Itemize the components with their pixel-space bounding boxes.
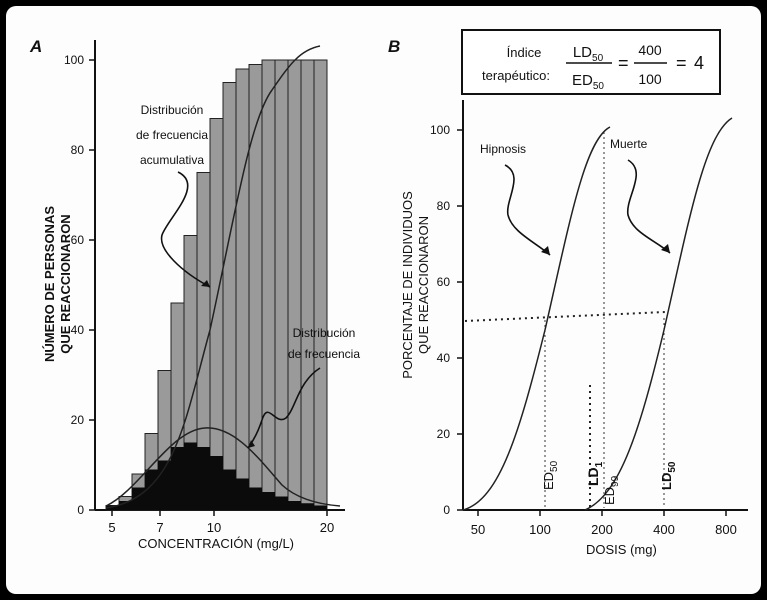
frequency-bar (288, 501, 301, 510)
panel-a-x-ticks: 5 7 10 20 (108, 510, 334, 535)
panel-a-y-label: NÚMERO DE PERSONASQUE REACCIONARON (42, 206, 73, 362)
y-tick-label: 20 (437, 427, 451, 441)
y-tick-label: 100 (430, 123, 450, 137)
y-tick-label: 60 (437, 275, 451, 289)
arrow-frequency (247, 367, 321, 449)
arrow-hipnosis (504, 164, 551, 256)
curve-muerte (584, 117, 733, 511)
panel-b-y-ticks: 0 20 40 60 80 100 (430, 123, 463, 517)
x-tick-label: 5 (108, 520, 115, 535)
frequency-bar (275, 496, 288, 510)
formula-equals-2: = (676, 53, 687, 73)
annotation-frequency: Distribución de frecuencia (288, 326, 360, 361)
y-tick-label: 20 (71, 413, 85, 427)
arrowhead-hipnosis (541, 246, 550, 255)
frequency-bar (236, 478, 249, 510)
frequency-bar (171, 447, 184, 510)
panel-b-letter: B (388, 37, 400, 56)
panel-b-y-label: PORCENTAJE DE INDIVIDUOSQUE REACCIONARON (400, 191, 431, 379)
panel-a-x-label: CONCENTRACIÓN (mg/L) (138, 536, 294, 551)
formula-label-line1: Índice (507, 45, 542, 60)
panel-a-bars (105, 59, 328, 511)
curve-hipnosis (462, 126, 611, 511)
y-tick-label: 100 (64, 53, 84, 67)
y-tick-label: 0 (443, 503, 450, 517)
y-tick-label: 40 (437, 351, 451, 365)
frequency-bar (314, 505, 327, 510)
formula-denominator: ED50 (572, 72, 604, 92)
arrow-muerte (627, 159, 671, 254)
ld50-label: LD50 (659, 461, 678, 490)
ld1-label: LD1 (585, 461, 605, 486)
frequency-bar (184, 442, 197, 510)
arrowhead-frequency (248, 440, 255, 448)
y-tick-label: 40 (71, 323, 85, 337)
x-tick-label: 400 (653, 522, 675, 537)
frequency-bar (106, 505, 119, 510)
x-tick-label: 7 (156, 520, 163, 535)
formula-numerator-value: 400 (638, 42, 662, 58)
frequency-bar (119, 501, 132, 510)
frequency-bar (145, 469, 158, 510)
frequency-curve (105, 427, 341, 507)
x-tick-label: 100 (529, 522, 551, 537)
x-tick-label: 50 (471, 522, 485, 537)
annotation-cumulative: Distribución de frecuencia acumulativa (136, 103, 208, 167)
cumulative-curve (105, 45, 321, 509)
cumulative-bar (261, 59, 276, 511)
ed50-label: ED50 (541, 460, 560, 490)
cumulative-bar (300, 59, 315, 511)
y-tick-label: 60 (71, 233, 85, 247)
label-muerte: Muerte (610, 137, 648, 151)
frequency-bar (262, 492, 275, 510)
frequency-bar (210, 456, 223, 510)
formula-denominator-value: 100 (638, 71, 662, 87)
formula-numerator: LD50 (573, 44, 604, 64)
cumulative-bar (222, 82, 237, 511)
formula-box (461, 29, 721, 95)
y-tick-label: 0 (77, 503, 84, 517)
arrowhead-cumulative (201, 280, 210, 287)
x-tick-label: 20 (320, 520, 334, 535)
y-tick-label: 80 (437, 199, 451, 213)
formula-equals-1: = (618, 53, 629, 73)
panel-a: A 0 20 40 60 80 100 5 7 10 20 CONCENTRACIÓN (mg/… (29, 37, 360, 551)
arrow-cumulative (160, 171, 211, 288)
frequency-bar (249, 487, 262, 510)
arrowhead-muerte (661, 244, 670, 253)
label-hipnosis: Hipnosis (480, 142, 526, 156)
y-tick-label: 80 (71, 143, 85, 157)
formula-label-line2: terapéutico: (482, 68, 550, 83)
ed99-label: ED99 (602, 475, 621, 505)
panel-b-x-label: DOSIS (mg) (586, 542, 657, 557)
panel-b: B Índice terapéutico: LD50 ED50 = 400 10… (388, 29, 748, 557)
cumulative-bar (209, 118, 224, 511)
x-tick-label: 200 (591, 522, 613, 537)
panel-a-y-ticks: 0 20 40 60 80 100 (64, 53, 95, 517)
formula-result: 4 (694, 53, 704, 73)
frequency-bar (197, 447, 210, 510)
panel-a-letter: A (29, 37, 42, 56)
cumulative-bar (274, 59, 289, 511)
panel-b-x-ticks: 50 100 200 400 800 (471, 510, 737, 537)
x-tick-label: 10 (207, 520, 221, 535)
x-tick-label: 800 (715, 522, 737, 537)
frequency-bar (223, 469, 236, 510)
frequency-bar (301, 503, 314, 510)
cumulative-bar (313, 59, 328, 511)
cumulative-bar (287, 59, 302, 511)
